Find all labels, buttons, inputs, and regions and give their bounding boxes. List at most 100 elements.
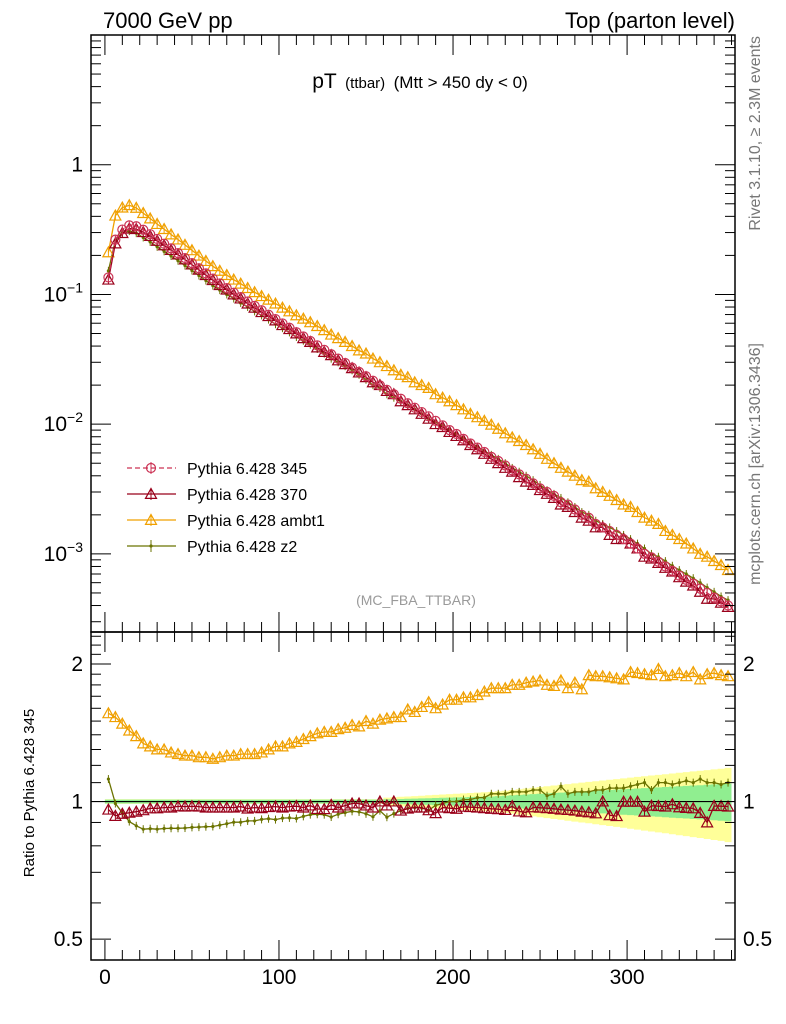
data-point: [569, 504, 580, 515]
data-point: [714, 668, 728, 681]
data-point: [266, 817, 271, 821]
data-point: [491, 422, 505, 434]
data-point: [136, 736, 150, 749]
data-point: [324, 327, 338, 340]
data-point: [684, 779, 688, 783]
legend-marker: [149, 544, 153, 548]
data-point: [456, 800, 470, 812]
data-point: [310, 802, 324, 815]
data-point: [436, 800, 450, 813]
data-point: [498, 426, 512, 439]
data-point: [227, 800, 241, 813]
data-point: [336, 812, 340, 816]
data-point: [220, 800, 234, 813]
data-point: [312, 340, 323, 351]
data-point: [408, 800, 422, 813]
data-point: [162, 826, 166, 831]
data-point: [644, 668, 658, 681]
data-point: [583, 512, 594, 523]
y-tick-label-base: 10: [44, 413, 67, 436]
data-point: [359, 346, 373, 359]
data-point: [171, 247, 185, 260]
data-point: [136, 206, 150, 219]
data-point: [352, 343, 366, 356]
data-point: [211, 824, 215, 829]
data-point: [679, 801, 693, 814]
y-tick-label-base: 1: [71, 154, 83, 177]
data-point: [475, 796, 479, 800]
header-right: Top (parton level): [565, 8, 735, 33]
rivet-label: Rivet 3.1.10, ≥ 2.3M events: [747, 36, 764, 231]
data-point: [707, 666, 721, 679]
data-point: [434, 803, 438, 807]
data-point: [463, 407, 477, 419]
data-point: [338, 357, 352, 370]
legend-marker: [144, 487, 158, 499]
data-point: [526, 674, 540, 687]
data-point: [164, 227, 178, 240]
y-tick-label: 2: [71, 653, 83, 676]
data-point: [345, 718, 359, 731]
data-point: [364, 812, 368, 816]
data-point: [489, 792, 493, 796]
data-point: [658, 524, 672, 537]
data-point: [458, 433, 469, 444]
data-point: [199, 750, 213, 763]
data-point: [373, 794, 387, 807]
data-point: [324, 348, 338, 361]
data-point: [268, 296, 283, 309]
data-point: [624, 665, 638, 678]
data-point: [165, 243, 177, 254]
data-point: [561, 803, 575, 816]
data-point: [545, 794, 549, 798]
data-point: [259, 817, 264, 821]
y-tick-label: 1: [71, 154, 83, 177]
data-point: [649, 788, 654, 792]
data-point: [145, 229, 156, 240]
data-point: [589, 481, 603, 494]
data-point: [129, 729, 143, 742]
data-point: [470, 410, 484, 423]
data-point: [206, 800, 220, 813]
data-point: [141, 827, 145, 831]
data-point: [526, 478, 540, 490]
data-point: [533, 673, 547, 686]
x-tick-label: 300: [610, 966, 645, 989]
data-point: [635, 782, 640, 787]
data-point: [707, 592, 721, 604]
data-point: [234, 747, 248, 760]
data-point: [159, 238, 170, 249]
data-point: [700, 550, 714, 562]
data-point: [186, 258, 198, 269]
data-point: [429, 806, 443, 819]
data-point: [150, 217, 164, 230]
data-point: [693, 547, 707, 559]
data-point: [221, 283, 232, 294]
data-point: [373, 355, 387, 368]
plot-title-main: pT: [312, 70, 337, 93]
data-point: [176, 259, 180, 263]
data-point: [719, 782, 723, 787]
data-point: [246, 819, 250, 823]
data-point: [401, 702, 415, 715]
data-point: [213, 264, 227, 276]
data-point: [310, 319, 324, 332]
data-point: [199, 254, 213, 267]
data-point: [255, 289, 269, 302]
data-point: [289, 326, 303, 339]
data-point: [596, 485, 610, 498]
data-point: [206, 259, 220, 272]
data-point: [526, 800, 540, 813]
data-point: [115, 807, 129, 819]
data-point: [548, 490, 560, 501]
ratio-ylabel: Ratio to Pythia 6.428 345: [21, 709, 38, 877]
data-point: [628, 784, 633, 788]
data-point: [387, 363, 401, 376]
data-point: [234, 291, 248, 304]
data-point: [287, 816, 292, 820]
data-point: [394, 710, 408, 723]
data-point: [512, 804, 526, 817]
data-point: [296, 311, 310, 324]
y-tick-label: 10−1: [44, 279, 84, 306]
